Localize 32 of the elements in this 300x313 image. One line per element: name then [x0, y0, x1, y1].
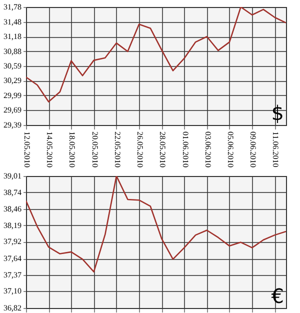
x-tick-label: 28.05.2010 [158, 132, 168, 168]
y-tick-label: 29,99 [4, 90, 22, 100]
x-tick-label: 18.05.2010 [68, 132, 77, 168]
y-tick-label: 31,18 [4, 32, 22, 42]
y-tick-label: 36,82 [4, 304, 22, 312]
x-tick-label: 22.05.2010 [112, 132, 122, 168]
x-tick-label: 05.06.2010 [226, 132, 235, 168]
y-tick-label: 38,74 [4, 188, 22, 197]
y-tick-label: 31,78 [4, 2, 22, 12]
y-tick-label: 38,19 [4, 220, 22, 230]
x-tick-label: 14.05.2010 [45, 132, 54, 168]
y-tick-label: 29,39 [4, 120, 22, 130]
y-tick-label: 39,01 [4, 172, 22, 180]
y-tick-label: 37,64 [4, 254, 22, 264]
x-tick-label: 03.06.2010 [203, 132, 212, 168]
y-tick-label: 37,10 [4, 286, 22, 296]
y-tick-label: 30,59 [4, 61, 22, 70]
x-tick-label: 26.05.2010 [136, 132, 145, 168]
y-tick-label: 30,88 [4, 46, 22, 56]
y-tick-label: 38,46 [4, 204, 22, 214]
y-tick-label: 37,37 [4, 270, 22, 280]
x-tick-label: 01.06.2010 [180, 132, 190, 168]
y-tick-label: 37,92 [4, 237, 22, 246]
y-tick-label: 30,29 [4, 76, 22, 86]
x-tick-label: 20.05.2010 [90, 132, 100, 168]
y-tick-label: 29,69 [4, 106, 22, 115]
x-tick-label: 11.06.2010 [271, 132, 280, 168]
line-series [26, 176, 286, 272]
x-tick-label: 09.06.2010 [248, 132, 258, 168]
line-series [26, 7, 286, 102]
x-tick-label: 12.05.2010 [22, 132, 32, 168]
y-tick-label: 31,48 [4, 17, 22, 26]
